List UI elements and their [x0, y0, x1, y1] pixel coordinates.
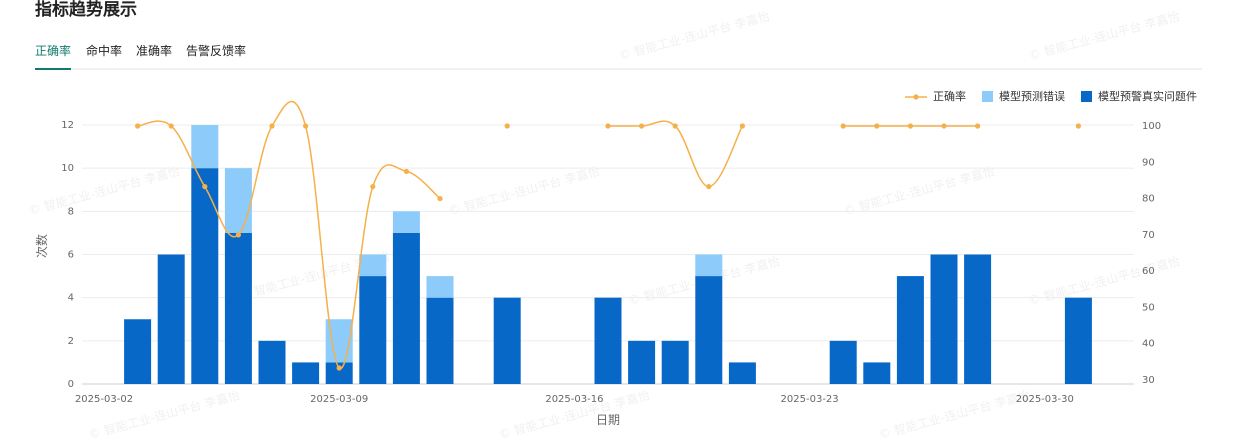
line-point	[874, 123, 880, 129]
y2-tick-label: 30	[1142, 375, 1155, 386]
bar	[325, 362, 353, 384]
watermark: © 智能工业-连山平台 李嘉怡	[617, 8, 772, 63]
bar	[594, 297, 622, 384]
watermark: © 智能工业-连山平台 李嘉怡	[877, 387, 1032, 439]
legend-label: 模型预警真实问题件	[1098, 89, 1197, 103]
y-tick-label: 12	[61, 120, 74, 131]
bar	[258, 340, 286, 384]
bar	[695, 254, 723, 277]
tab[interactable]: 命中率	[86, 43, 122, 58]
bar	[964, 254, 992, 384]
bar	[191, 168, 219, 384]
line-point	[269, 123, 275, 129]
bar	[359, 276, 387, 384]
y-tick-label: 4	[68, 293, 74, 304]
y2-tick-label: 40	[1142, 339, 1155, 350]
y-tick-label: 10	[61, 163, 74, 174]
bar	[930, 254, 958, 384]
line-point	[504, 123, 510, 129]
tab-bar: 正确率 命中率 准确率 告警反馈率	[35, 43, 246, 58]
bar	[191, 125, 219, 169]
line-point	[706, 183, 712, 190]
line-point	[336, 365, 342, 371]
bar	[1064, 297, 1092, 384]
chart: 0 2 4 6 8 10 12 30 40 50 60 70 80 90 100 2025-03-02 2025…	[34, 89, 1197, 427]
line-point	[135, 123, 141, 129]
y2-tick-label: 90	[1142, 157, 1155, 168]
y2-tick-label: 70	[1142, 230, 1155, 241]
watermark: © 智能工业-连山平台 李嘉怡	[842, 163, 997, 218]
watermark: © 智能工业-连山平台 李嘉怡	[1027, 253, 1182, 308]
line-point	[370, 183, 376, 190]
line-point	[437, 195, 443, 202]
bar	[896, 276, 924, 384]
bar	[695, 276, 723, 384]
x-tick-label: 2025-03-02	[75, 394, 133, 405]
line-point	[202, 183, 208, 190]
line-point	[235, 232, 241, 238]
bar	[493, 297, 521, 384]
y-tick-label: 6	[68, 250, 74, 261]
y-tick-label: 8	[68, 206, 74, 217]
line-point	[605, 123, 611, 129]
bar	[124, 319, 152, 384]
x-tick-label: 2025-03-30	[1016, 394, 1074, 405]
watermark: © 智能工业-连山平台 李嘉怡	[27, 163, 182, 218]
y-axis-title: 次数	[34, 234, 49, 258]
tab[interactable]: 告警反馈率	[186, 43, 246, 58]
tab[interactable]: 准确率	[136, 43, 172, 58]
bar	[224, 168, 252, 233]
line-point	[639, 123, 645, 129]
line-point	[672, 123, 678, 129]
watermark: © 智能工业-连山平台 李嘉怡	[447, 163, 602, 218]
legend-swatch	[1081, 91, 1092, 102]
bar	[392, 211, 420, 233]
bar	[863, 362, 891, 384]
bar	[426, 276, 454, 298]
x-tick-label: 2025-03-09	[310, 394, 368, 405]
y-tick-label: 0	[68, 379, 74, 390]
line-point	[1075, 123, 1081, 129]
bar	[426, 297, 454, 384]
line-point	[840, 123, 846, 129]
line-point	[403, 168, 409, 174]
legend-dot	[913, 94, 919, 100]
bar	[392, 232, 420, 384]
line-point	[168, 123, 174, 129]
y2-tick-label: 60	[1142, 266, 1155, 277]
line-point	[975, 123, 981, 129]
bar	[661, 340, 689, 384]
y-tick-label: 2	[68, 336, 74, 347]
bar	[628, 340, 656, 384]
line-point	[303, 123, 309, 129]
bar	[292, 362, 320, 384]
x-axis-title: 日期	[596, 413, 620, 427]
bar	[157, 254, 185, 384]
x-tick-label: 2025-03-23	[781, 394, 839, 405]
y2-tick-label: 50	[1142, 302, 1155, 313]
bar	[728, 362, 756, 384]
bar	[829, 340, 857, 384]
x-tick-label: 2025-03-16	[545, 394, 603, 405]
bar	[224, 232, 252, 384]
legend-label: 正确率	[933, 89, 966, 103]
line-point	[907, 123, 914, 129]
page-title: 指标趋势展示	[35, 0, 137, 20]
y2-tick-label: 80	[1142, 194, 1155, 205]
bar	[359, 254, 387, 277]
watermark: © 智能工业-连山平台 李嘉怡	[1027, 8, 1182, 63]
legend-label: 模型预测错误	[999, 89, 1065, 103]
line-point	[941, 123, 947, 129]
tab[interactable]: 正确率	[35, 43, 71, 58]
line-point	[739, 123, 746, 129]
legend-swatch	[982, 91, 993, 102]
y2-tick-label: 100	[1142, 121, 1161, 132]
